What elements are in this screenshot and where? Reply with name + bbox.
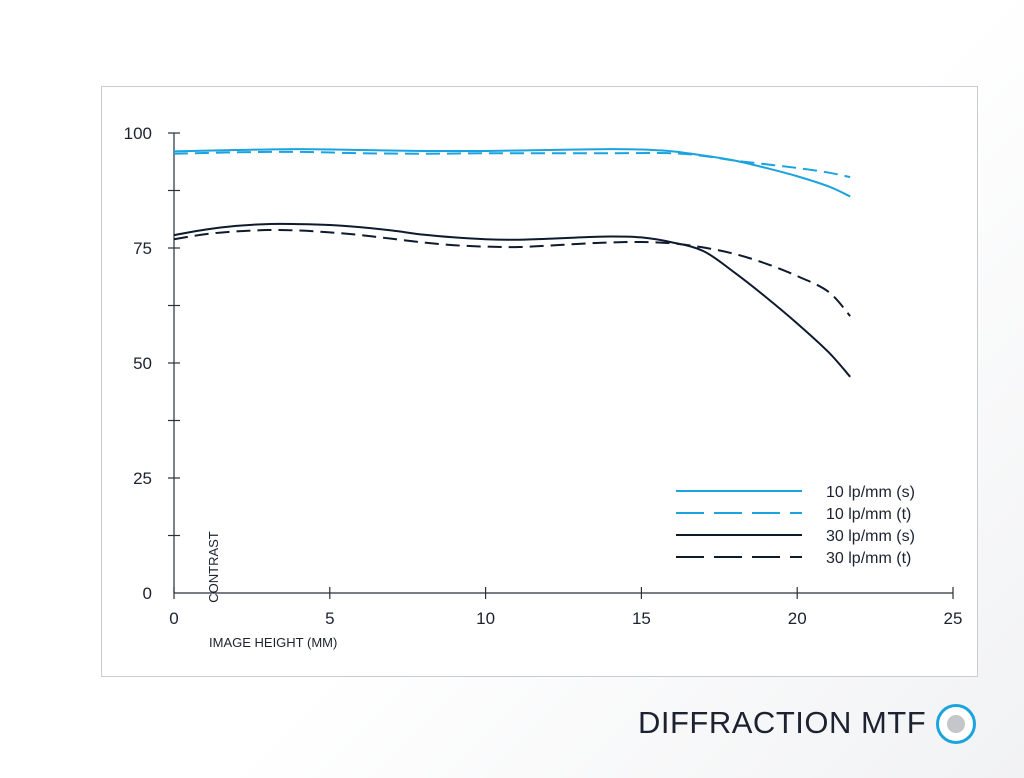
series-line-4: [173, 229, 851, 317]
legend-label-3: 30 lp/mm (s): [826, 528, 915, 545]
y-tick-label: 0: [143, 584, 152, 603]
target-icon-dot: [947, 715, 965, 733]
x-tick-label: 0: [169, 609, 178, 628]
x-tick-label: 20: [788, 609, 807, 628]
y-tick-label: 50: [133, 354, 152, 373]
x-tick-label: 5: [325, 609, 334, 628]
y-axis-title: CONTRAST: [206, 531, 221, 603]
y-tick-label: 100: [124, 124, 152, 143]
series-line-2: [173, 150, 851, 179]
axes-layer: 0 25 50 75 100 0 5 10 15 20 25: [124, 124, 963, 628]
x-tick-label: 10: [476, 609, 495, 628]
x-axis-title: IMAGE HEIGHT (MM): [209, 635, 337, 650]
target-icon: [936, 704, 976, 744]
series-line-3: [173, 222, 851, 378]
y-tick-label: 25: [133, 469, 152, 488]
chart-frame: 0 25 50 75 100 0 5 10 15 20 25 10 lp/mm (s) 10 lp/m…: [101, 86, 978, 677]
chart-title: DIFFRACTION MTF: [638, 705, 927, 740]
series-line-1: [173, 148, 851, 198]
legend: 10 lp/mm (s) 10 lp/mm (t) 30 lp/mm (s) 30 l…: [676, 484, 915, 567]
legend-label-2: 10 lp/mm (t): [826, 506, 911, 523]
series-layer: [173, 148, 851, 378]
y-tick-label: 75: [133, 239, 152, 258]
legend-label-4: 30 lp/mm (t): [826, 550, 911, 567]
legend-label-1: 10 lp/mm (s): [826, 484, 915, 501]
x-tick-label: 15: [632, 609, 651, 628]
x-tick-label: 25: [944, 609, 963, 628]
